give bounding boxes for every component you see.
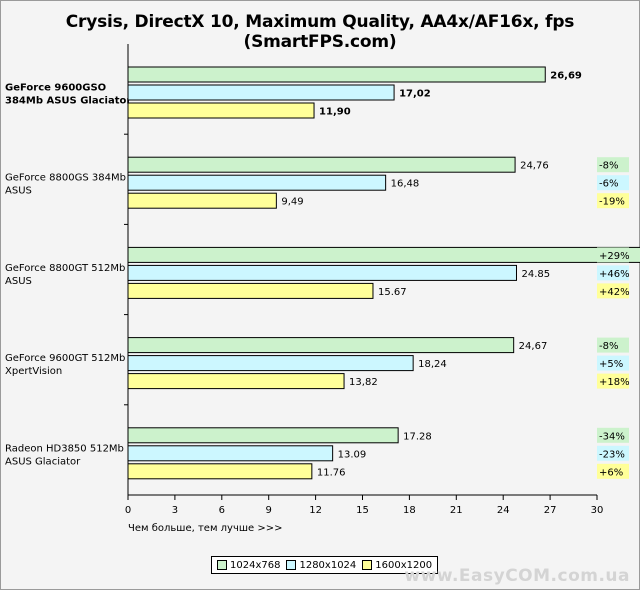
diff-badge: [597, 193, 629, 209]
x-tick-label: 21: [450, 505, 463, 516]
bar-value-label: 17,02: [399, 89, 431, 100]
bar: [127, 355, 414, 372]
bar-value-label: 18,24: [418, 359, 447, 370]
bar-value-label: 13,82: [349, 377, 378, 388]
legend-item-1024x768: 1024x768: [217, 560, 280, 571]
diff-label: +5%: [599, 359, 623, 370]
bar: [127, 192, 277, 209]
diff-label: -8%: [599, 341, 618, 352]
bar-value-label: 17.28: [403, 431, 432, 442]
chart-title: Crysis, DirectX 10, Maximum Quality, AA4…: [65, 12, 575, 52]
x-tick-label: 3: [172, 505, 178, 516]
legend-swatch-1024x768: [217, 560, 227, 570]
bar: [127, 84, 395, 101]
diff-label: -6%: [599, 179, 618, 190]
x-tick-label: 12: [309, 505, 322, 516]
bar-value-label: 26,69: [550, 71, 582, 82]
category-label-line2: ASUS Glaciator: [5, 456, 81, 467]
x-axis-label: Чем больше, тем лучше >>>: [128, 523, 283, 534]
diff-badge: [597, 247, 629, 263]
bar-value-label: 11.76: [317, 467, 346, 478]
bar: [127, 282, 374, 299]
category-label-line2: 384Mb ASUS Glaciator: [5, 96, 131, 107]
category-label-line1: GeForce 8800GS 384Mb: [5, 173, 126, 184]
legend-label-1024x768: 1024x768: [230, 559, 281, 571]
x-tick-label: 24: [497, 505, 510, 516]
bar: [127, 174, 387, 191]
x-tick-label: 18: [403, 505, 416, 516]
bar-value-label: 15.67: [378, 287, 407, 298]
x-tick-label: 15: [356, 505, 369, 516]
legend-item-1280x1024: 1280x1024: [286, 560, 356, 571]
diff-badge: [597, 373, 629, 389]
category-label-line2: ASUS: [5, 276, 32, 287]
diff-badge: [597, 175, 629, 191]
x-tick-label: 0: [125, 505, 131, 516]
legend-item-1600x1200: 1600x1200: [362, 560, 432, 571]
bar-value-label: 24.85: [521, 269, 550, 280]
diff-badge: [597, 355, 629, 371]
diff-badge: [597, 265, 629, 281]
legend-label-1280x1024: 1280x1024: [299, 559, 357, 571]
category-label-line1: GeForce 9600GSO: [5, 83, 106, 94]
legend: 1024x768 1280x1024 1600x1200: [211, 556, 439, 574]
bar-value-label: 24,76: [520, 161, 549, 172]
x-tick-label: 6: [219, 505, 225, 516]
diff-label: -19%: [599, 197, 625, 208]
category-label-line2: ASUS: [5, 186, 32, 197]
bar: [127, 246, 640, 263]
diff-label: +29%: [599, 251, 630, 262]
diff-label: +42%: [599, 287, 630, 298]
category-label-line2: XpertVision: [5, 366, 62, 377]
watermark: www.EasyCOM.com.ua: [404, 566, 630, 586]
diff-badge: [597, 427, 629, 443]
x-tick-label: 30: [591, 505, 604, 516]
diff-badge: [597, 157, 629, 173]
diff-label: +46%: [599, 269, 630, 280]
category-label-line1: Radeon HD3850 512Mb: [5, 443, 124, 454]
bar: [127, 445, 334, 462]
bar: [127, 373, 345, 390]
diff-label: -8%: [599, 161, 618, 172]
diff-label: +18%: [599, 377, 630, 388]
bar: [127, 264, 517, 281]
bar-value-label: 16,48: [391, 179, 420, 190]
diff-badge: [597, 445, 629, 461]
diff-badge: [597, 337, 629, 353]
bar: [127, 66, 546, 83]
bar: [127, 427, 399, 444]
bar-value-label: 11,90: [319, 107, 351, 118]
diff-badge: [597, 283, 629, 299]
legend-swatch-1600x1200: [362, 560, 373, 570]
bar: [127, 102, 315, 119]
diff-label: -34%: [599, 431, 625, 442]
bar: [127, 463, 313, 480]
x-tick-label: 9: [266, 505, 272, 516]
diff-badge: [597, 463, 629, 479]
bar: [127, 156, 516, 173]
bar-value-label: 9,49: [281, 197, 303, 208]
legend-label-1600x1200: 1600x1200: [375, 559, 433, 571]
bar-value-label: 24,67: [519, 341, 548, 352]
diff-label: +6%: [599, 467, 623, 478]
category-label-line1: GeForce 8800GT 512Mb: [5, 263, 125, 274]
diff-label: -23%: [599, 449, 625, 460]
category-label-line1: GeForce 9600GT 512Mb: [5, 353, 125, 364]
x-tick-label: 27: [544, 505, 557, 516]
bar-value-label: 13.09: [338, 449, 367, 460]
legend-swatch-1280x1024: [286, 560, 297, 570]
bar: [127, 337, 515, 354]
